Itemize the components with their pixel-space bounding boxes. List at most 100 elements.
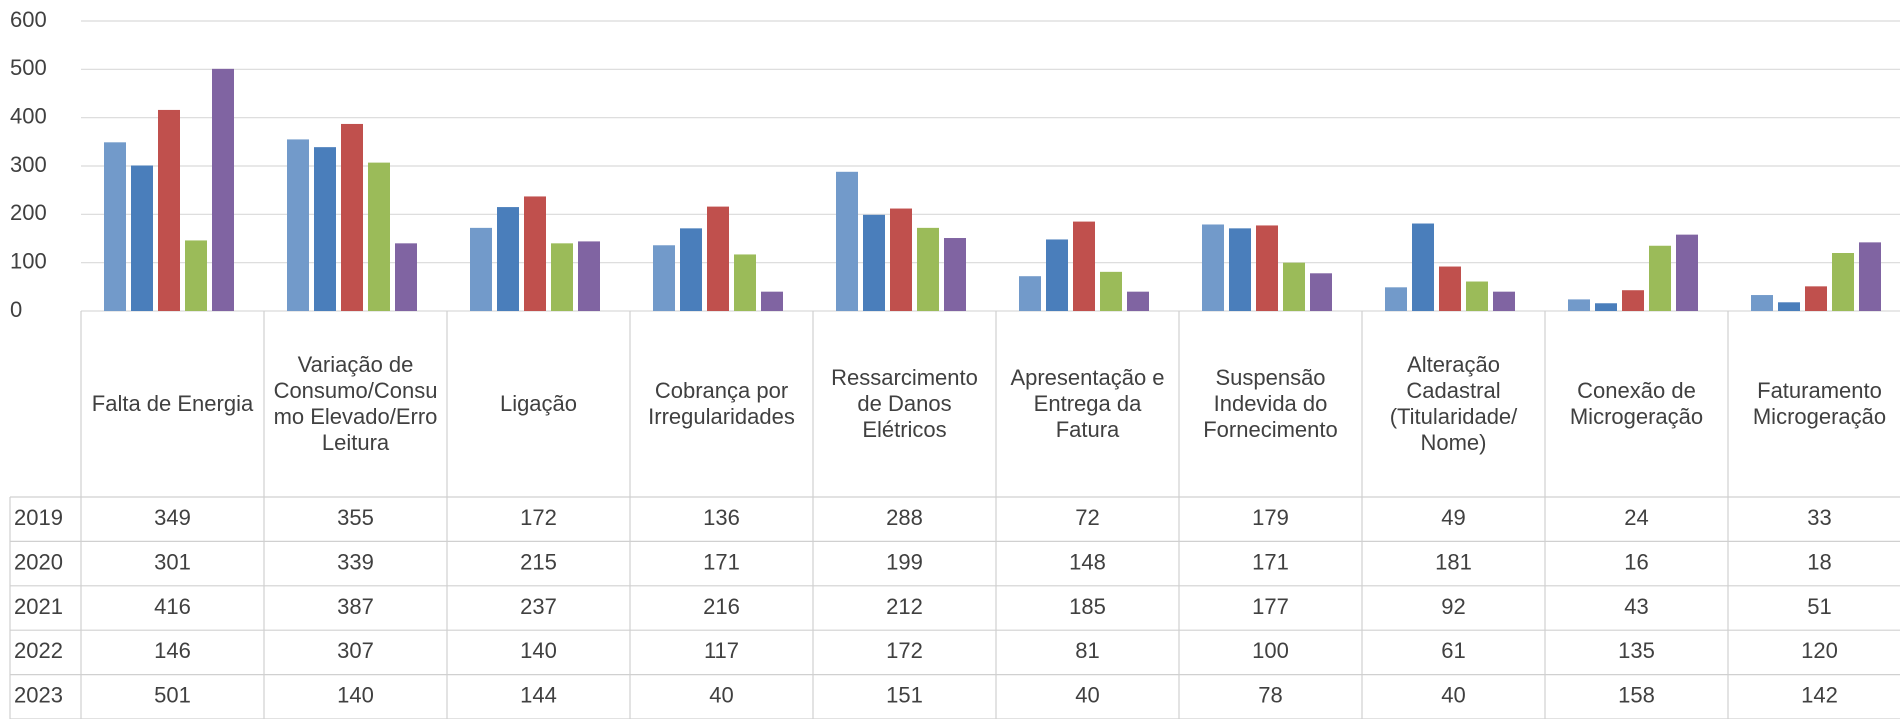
bar [158, 109, 180, 311]
table-value: 307 [337, 638, 374, 663]
bar [1046, 239, 1068, 311]
bar [1493, 291, 1515, 311]
table-value: 16 [1624, 549, 1648, 574]
bar [185, 240, 207, 311]
table-value: 215 [520, 549, 557, 574]
series-label: 2022 [14, 638, 63, 663]
table-value: 288 [886, 505, 923, 530]
bar [212, 68, 234, 311]
bar [341, 123, 363, 311]
bar [524, 196, 546, 311]
table-value: 61 [1441, 638, 1465, 663]
table-value: 40 [1075, 683, 1099, 708]
y-tick-label: 400 [10, 103, 47, 128]
bar [1622, 290, 1644, 311]
y-tick-label: 0 [10, 297, 22, 322]
table-value: 72 [1075, 505, 1099, 530]
series-label: 2021 [14, 594, 63, 619]
bar [1283, 262, 1305, 311]
bar [734, 254, 756, 311]
category-label: Alteração Cadastral (Titularidade/ Nome) [1389, 352, 1518, 455]
bar [104, 142, 126, 311]
bar [1595, 303, 1617, 311]
table-value: 49 [1441, 505, 1465, 530]
bar [1100, 271, 1122, 311]
table-value: 301 [154, 549, 191, 574]
table-value: 40 [709, 683, 733, 708]
table-value: 33 [1807, 505, 1831, 530]
bar [551, 243, 573, 311]
table-value: 142 [1801, 683, 1838, 708]
table-value: 237 [520, 594, 557, 619]
table-value: 140 [520, 638, 557, 663]
table-value: 151 [886, 683, 923, 708]
category-label: Suspensão Indevida do Fornecimento [1203, 365, 1338, 442]
bar [1310, 273, 1332, 311]
bar [1805, 286, 1827, 311]
bar [680, 228, 702, 311]
bar [1019, 276, 1041, 311]
table-value: 148 [1069, 549, 1106, 574]
table-value: 136 [703, 505, 740, 530]
category-label: Ressarcimento de Danos Elétricos [831, 365, 978, 442]
category-label: Faturamento Microgeração [1752, 378, 1887, 429]
table-value: 140 [337, 683, 374, 708]
bar [1859, 242, 1881, 311]
bar [1751, 295, 1773, 311]
table-value: 24 [1624, 505, 1648, 530]
table-value: 135 [1618, 638, 1655, 663]
bar [836, 171, 858, 311]
table-value: 171 [1252, 549, 1289, 574]
bar [1439, 266, 1461, 311]
table-value: 212 [886, 594, 923, 619]
table-value: 387 [337, 594, 374, 619]
category-label: Ligação [499, 391, 578, 416]
bar [1073, 221, 1095, 311]
bar [917, 227, 939, 311]
bar [368, 162, 390, 311]
y-tick-label: 500 [10, 55, 47, 80]
bar [1676, 234, 1698, 311]
category-label: Cobrança por Irregularidades [648, 378, 795, 429]
table-value: 216 [703, 594, 740, 619]
table-value: 177 [1252, 594, 1289, 619]
bar [395, 243, 417, 311]
category-label: Falta de Energia [91, 391, 254, 416]
table-value: 18 [1807, 549, 1831, 574]
table-value: 501 [154, 683, 191, 708]
category-label: Variação de Consumo/Consumo Elevado/Erro… [273, 352, 438, 455]
table-value: 185 [1069, 594, 1106, 619]
bar [1229, 228, 1251, 311]
bar [890, 208, 912, 311]
bar [1568, 299, 1590, 311]
table-value: 146 [154, 638, 191, 663]
table-value: 199 [886, 549, 923, 574]
table-value: 78 [1258, 683, 1282, 708]
y-tick-label: 200 [10, 200, 47, 225]
table-value: 171 [703, 549, 740, 574]
category-label: Conexão de Microgeração [1569, 378, 1704, 429]
bar [944, 238, 966, 311]
y-tick-label: 100 [10, 248, 47, 273]
bar [470, 227, 492, 311]
table-value: 416 [154, 594, 191, 619]
bar [497, 207, 519, 311]
table-value: 81 [1075, 638, 1099, 663]
table-value: 172 [886, 638, 923, 663]
table-value: 120 [1801, 638, 1838, 663]
bar [1778, 302, 1800, 311]
table-value: 355 [337, 505, 374, 530]
table-value: 158 [1618, 683, 1655, 708]
table-value: 117 [704, 638, 739, 663]
bar [863, 214, 885, 311]
bar [578, 241, 600, 311]
series-label: 2020 [14, 549, 63, 574]
y-tick-label: 600 [10, 7, 47, 32]
bar [287, 139, 309, 311]
table-value: 100 [1252, 638, 1289, 663]
category-label: Apresentação e Entrega da Fatura [1010, 365, 1165, 442]
bar [1649, 245, 1671, 311]
table-value: 172 [520, 505, 557, 530]
